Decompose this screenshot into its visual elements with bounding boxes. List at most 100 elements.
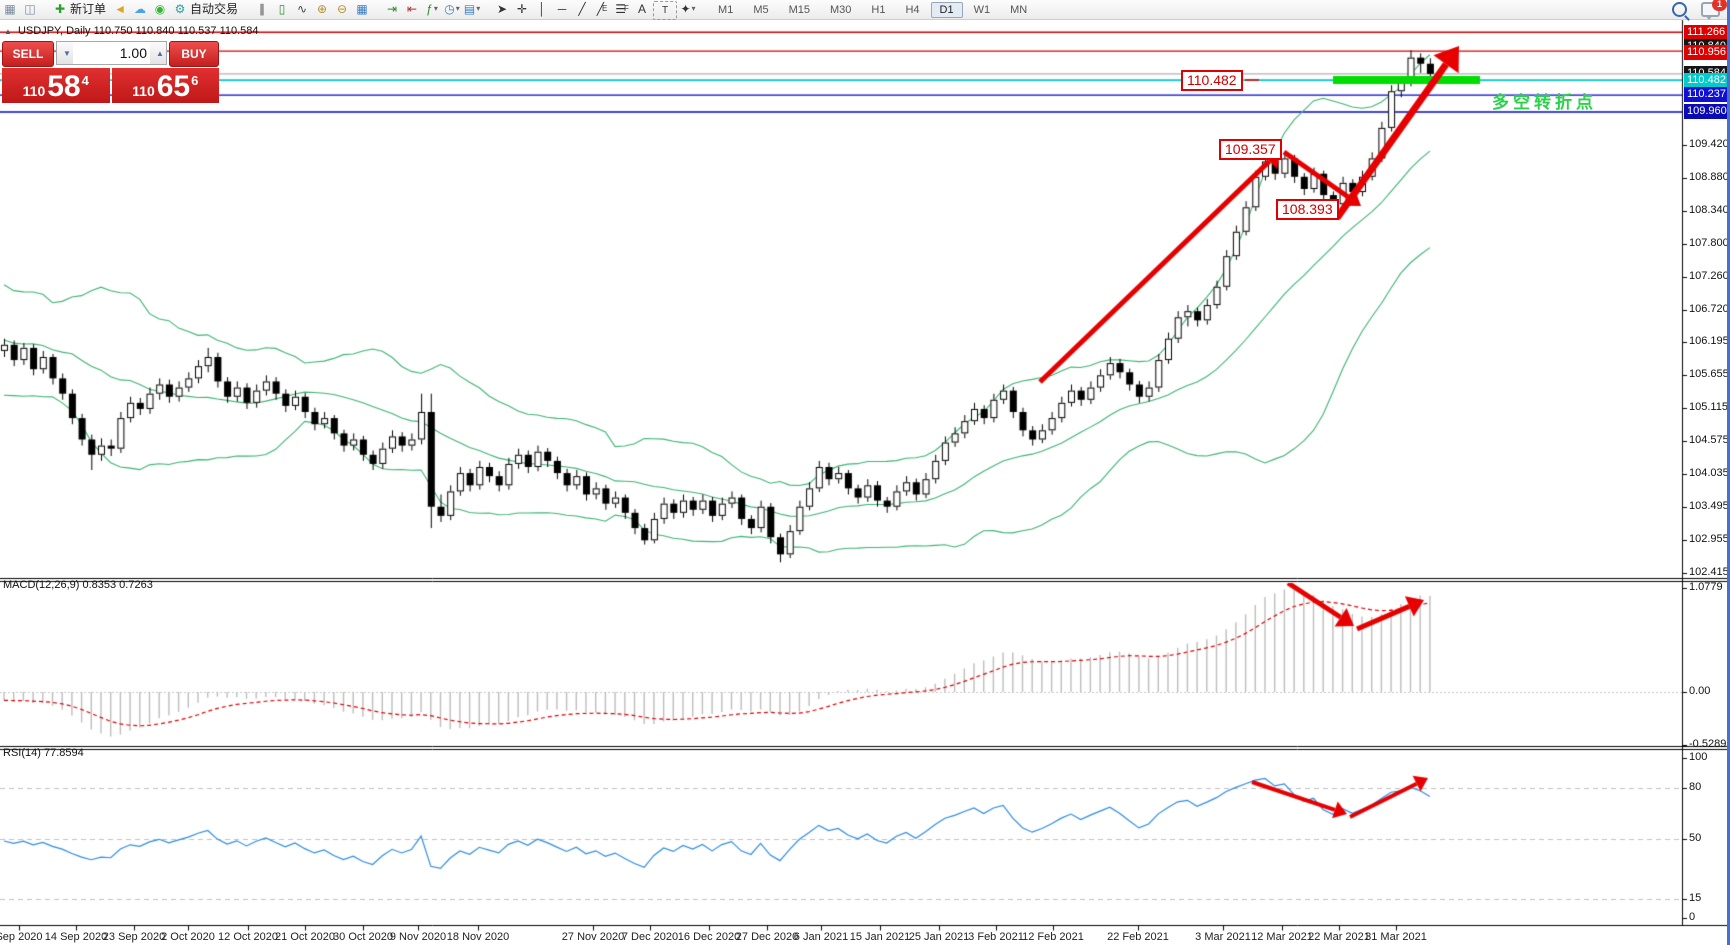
charts-toolbar-icon[interactable]: ▦: [4, 1, 16, 16]
timeframe-h1[interactable]: H1: [871, 3, 886, 16]
sell-button[interactable]: SELL: [2, 41, 54, 67]
zoom-out-icon[interactable]: ⊖: [337, 1, 348, 16]
rsi-level-label: 50: [1689, 832, 1702, 844]
timeframe-w1[interactable]: W1: [973, 3, 991, 16]
search-icon[interactable]: [1672, 2, 1690, 21]
new-order-icon-label[interactable]: 新订单: [70, 1, 107, 16]
timeframe-mn[interactable]: MN: [1010, 3, 1028, 16]
news-megaphone-icon[interactable]: ◄: [114, 1, 126, 16]
buy-button[interactable]: BUY: [169, 41, 219, 67]
cursor-icon[interactable]: ➤: [497, 1, 508, 16]
vertical-line-icon[interactable]: │: [538, 1, 546, 16]
timeframe-m15[interactable]: M15: [788, 3, 810, 16]
price-tick-label: 108.340: [1689, 203, 1729, 216]
rsi-level-label: 0: [1689, 911, 1696, 923]
sell-price-main: 58: [47, 70, 81, 103]
chart-shift-icon[interactable]: ⇤: [407, 1, 418, 16]
fibonacci-icon-sub: F: [623, 4, 629, 13]
date-label: 7 Dec 2020: [621, 931, 679, 943]
timeframe-h4[interactable]: H4: [905, 3, 920, 16]
line-chart-icon[interactable]: ∿: [297, 1, 308, 16]
buy-price[interactable]: 110 65 6: [111, 68, 219, 103]
candlestick-chart-icon[interactable]: ▯: [278, 1, 286, 16]
crosshair-icon[interactable]: ✛: [517, 1, 528, 16]
date-label: 25 Jan 2021: [908, 931, 970, 943]
autotrading-icon-label[interactable]: 自动交易: [190, 1, 239, 16]
channel-icon[interactable]: ╱ E: [596, 1, 608, 16]
tile-windows-icon[interactable]: ▦: [356, 1, 368, 16]
date-label: 6 Jan 2021: [793, 931, 849, 943]
price-tick-label: 104.575: [1689, 434, 1729, 447]
buy-price-pip: 6: [191, 73, 199, 88]
new-order-icon[interactable]: ✚: [54, 1, 66, 16]
timeframe-m30[interactable]: M30: [830, 3, 852, 16]
volume-input[interactable]: [73, 42, 150, 64]
date-label: 27 Dec 2020: [735, 931, 799, 943]
timeframe-d1[interactable]: D1: [930, 1, 963, 18]
indicators-icon[interactable]: ƒ ▾: [426, 1, 438, 16]
volume-stepper: ▼ ▲: [56, 41, 167, 65]
price-tick-label: 102.955: [1689, 533, 1729, 545]
fibonacci-icon[interactable]: ☰ F: [615, 1, 629, 16]
price-tick-label: 106.195: [1689, 335, 1729, 348]
macd-scale-label: 0.00: [1689, 685, 1711, 697]
date-label: 15 Jan 2021: [849, 931, 911, 943]
buy-price-main: 65: [156, 70, 191, 103]
signals-icon[interactable]: ◉: [154, 1, 166, 16]
price-tick-label: 107.260: [1689, 269, 1729, 282]
dropdown-arrow-icon: ▾: [691, 4, 696, 13]
volume-increase-button[interactable]: ▲: [150, 42, 166, 64]
text-icon[interactable]: A: [638, 1, 647, 16]
price-tick-label: 102.415: [1689, 565, 1729, 578]
data-window-icon[interactable]: ◫: [24, 1, 36, 16]
date-label: 14 Sep 2020: [44, 931, 108, 943]
date-label: 9 Nov 2020: [389, 931, 447, 943]
dropdown-arrow-icon: ▾: [433, 4, 438, 13]
sell-price-figure: 110: [22, 83, 46, 99]
dropdown-arrow-icon: ▾: [455, 4, 460, 13]
shapes-icon[interactable]: ✦ ▾: [680, 1, 696, 16]
date-label: 21 Oct 2020: [275, 931, 335, 943]
macd-scale-label: -0.5289: [1689, 738, 1727, 750]
buy-price-figure: 110: [132, 83, 155, 99]
sell-price-pip: 4: [81, 73, 89, 88]
timeframe-m1[interactable]: M1: [718, 3, 734, 16]
sell-price[interactable]: 110 58 4: [2, 68, 110, 103]
timeframe-m5[interactable]: M5: [753, 3, 769, 16]
trendline-icon[interactable]: ╱: [578, 1, 586, 16]
price-badge: 109.960: [1684, 104, 1727, 119]
toolbar-icons: ▦ ◫ ✚ 新订单 ◄ ☁ ◉ ⚙ 自动交易 ∥ ▯ ∿ ⊕ ⊖ ▦ ⇥ ⇤ ƒ ▾ ◷ ▾ ▤ ▾ ➤ ✛ │ ─ ╱ ╱ E ☰ F A T ✦…: [0, 0, 708, 20]
volume-decrease-button[interactable]: ▼: [57, 42, 73, 64]
autotrading-icon[interactable]: ⚙: [174, 1, 186, 16]
bar-chart-icon[interactable]: ∥: [259, 1, 266, 16]
price-badge: 111.266: [1684, 25, 1727, 40]
templates-icon[interactable]: ▤ ▾: [463, 1, 481, 16]
macd-scale-label: 1.0779: [1689, 581, 1723, 593]
timeframe-buttons: M1 M5 M15 M30 H1 H4 D1 W1 MN: [708, 1, 1037, 18]
toolbar-right: 1: [1672, 0, 1727, 21]
trade-buttons-row: SELL ▼ ▲ BUY: [2, 41, 219, 67]
chat-icon[interactable]: 1: [1701, 0, 1727, 20]
auto-scroll-icon[interactable]: ⇥: [387, 1, 398, 16]
date-label: 22 Feb 2021: [1107, 931, 1169, 943]
date-label: 3 Feb 2021: [968, 931, 1024, 943]
rsi-level-label: 100: [1689, 751, 1708, 763]
community-icon[interactable]: ☁: [134, 1, 147, 16]
turning-point-note: 多空转折点: [1492, 93, 1597, 112]
zoom-in-icon[interactable]: ⊕: [317, 1, 328, 16]
price-badge: 110.482: [1684, 73, 1727, 88]
text-label-icon[interactable]: T: [653, 0, 678, 20]
date-label: 12 Mar 2021: [1251, 931, 1313, 943]
price-tick-label: 103.495: [1689, 500, 1729, 512]
periods-icon[interactable]: ◷ ▾: [444, 1, 460, 16]
price-tick-label: 108.880: [1689, 170, 1729, 183]
trade-prices-row: 110 58 4 110 65 6: [2, 68, 219, 103]
price-tick-label: 106.720: [1689, 302, 1729, 315]
price-tick-label: 107.800: [1689, 236, 1729, 249]
one-click-trade-panel: SELL ▼ ▲ BUY 110 58 4 110 65 6: [2, 41, 219, 103]
horizontal-line-icon[interactable]: ─: [557, 1, 567, 16]
price-tick-label: 105.655: [1689, 368, 1729, 381]
collapse-arrow-icon[interactable]: ▲: [4, 27, 12, 36]
